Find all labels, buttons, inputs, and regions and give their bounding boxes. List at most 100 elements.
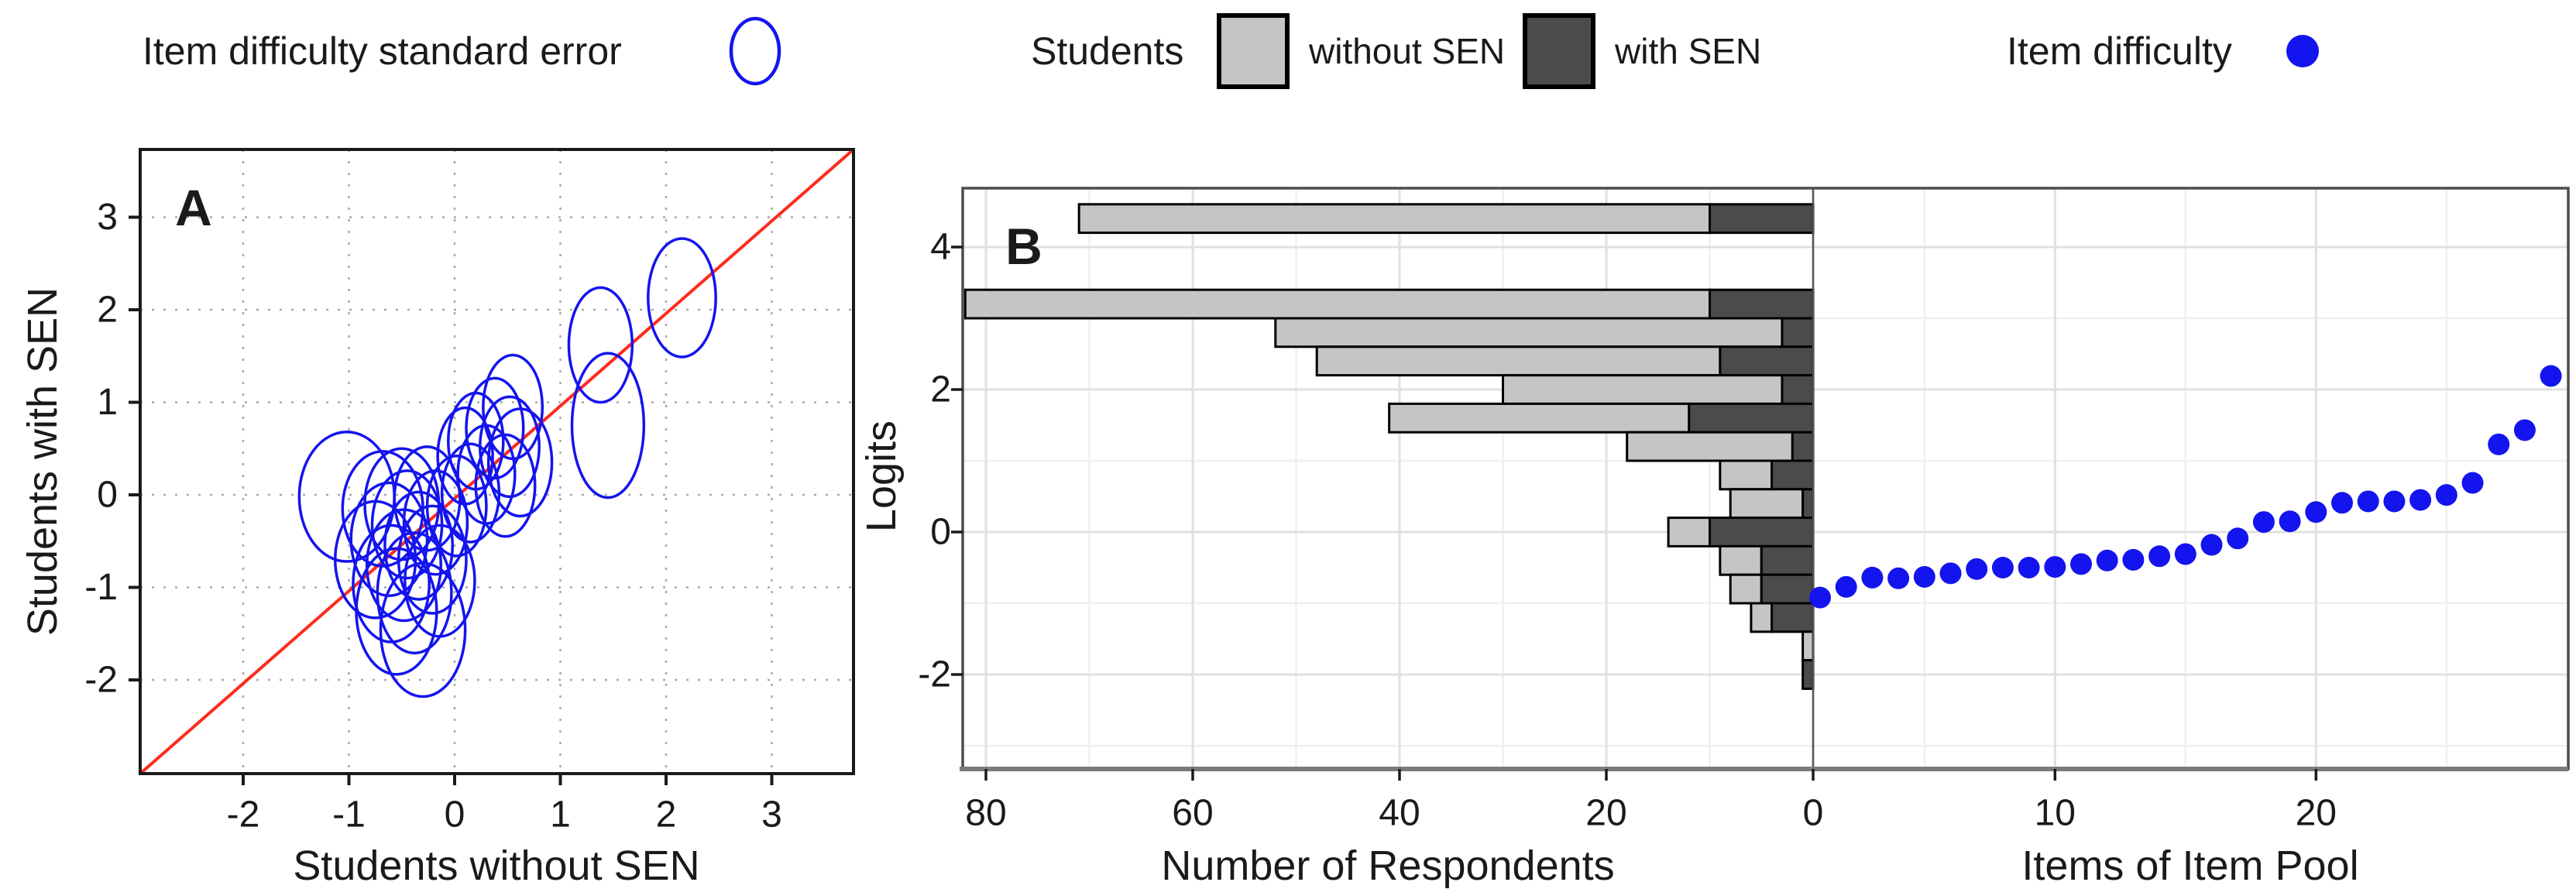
panel-b-left-x-axis-title: Number of Respondents [1161, 843, 1614, 889]
x-tick-label: 2 [656, 795, 677, 836]
bar-without-sen [1315, 345, 1722, 377]
bar-without-sen [1729, 488, 1805, 520]
bar-with-sen [1771, 459, 1815, 491]
bar-without-sen [1667, 517, 1712, 547]
legend-students-title: Students [1031, 29, 1183, 73]
item-se-ellipse [383, 490, 455, 601]
logits-tick-label: 2 [930, 369, 951, 410]
legend-without-sen-label: without SEN [1308, 31, 1505, 71]
ellipse-outline-icon [729, 16, 781, 86]
bar-with-sen [1760, 573, 1815, 605]
bar-with-sen [1760, 544, 1815, 576]
item-se-ellipse [397, 504, 468, 615]
respondents-tick-label: 60 [1172, 793, 1213, 834]
item-difficulty-dot [2227, 527, 2249, 550]
bar-without-sen [1626, 431, 1794, 462]
item-difficulty-dot [2513, 419, 2536, 441]
item-difficulty-dot [2461, 472, 2484, 494]
x-tick-label: 3 [761, 795, 782, 836]
legend-item-difficulty: Item difficulty [2007, 29, 2319, 73]
bar-with-sen [1719, 345, 1815, 377]
swatch-without-sen-icon [1217, 13, 1290, 89]
item-difficulty-dot [2070, 553, 2092, 575]
bar-with-sen [1781, 317, 1815, 348]
item-difficulty-dot [2331, 492, 2353, 514]
bar-without-sen [963, 288, 1712, 320]
item-difficulty-dot [2305, 501, 2327, 523]
item-difficulty-dot [2383, 490, 2406, 513]
item-se-ellipse [349, 481, 429, 598]
item-se-ellipse [334, 499, 417, 620]
y-tick-label: 2 [97, 290, 118, 331]
filled-dot-icon [2286, 35, 2319, 67]
bar-with-sen [1771, 602, 1815, 633]
logits-tick-label: -2 [918, 654, 951, 695]
x-tick-label: -2 [227, 795, 260, 836]
item-difficulty-dot [2096, 549, 2118, 572]
x-tick-label: 1 [550, 795, 571, 836]
item-se-ellipse [404, 523, 476, 638]
bar-without-sen [1502, 374, 1784, 405]
item-difficulty-dot [2488, 433, 2510, 455]
item-difficulty-dot [1991, 557, 2014, 578]
identity-line [139, 148, 855, 775]
logits-tick-label: 4 [930, 227, 951, 268]
bar-without-sen [1274, 317, 1784, 348]
x-tick-label: 0 [445, 795, 465, 836]
bar-with-sen [1781, 374, 1815, 405]
item-difficulty-dot [1939, 562, 1962, 585]
bar-with-sen [1801, 659, 1815, 690]
legend-item-difficulty-se-label: Item difficulty standard error [143, 29, 622, 73]
respondents-tick-label: 20 [1585, 793, 1626, 834]
item-se-ellipse [570, 352, 646, 499]
legend-item-difficulty-label: Item difficulty [2007, 29, 2232, 73]
item-se-ellipse [486, 407, 554, 518]
swatch-with-sen-icon [1523, 13, 1595, 89]
item-se-ellipse [402, 469, 469, 576]
y-tick-label: -1 [84, 567, 118, 608]
item-difficulty-dot [2279, 510, 2301, 533]
item-difficulty-dot [1966, 558, 1988, 580]
items-tick-label: 10 [2035, 793, 2076, 834]
panel-b-y-axis-title: Logits [858, 420, 905, 532]
legend-item-difficulty-se: Item difficulty standard error [143, 16, 781, 86]
item-difficulty-dot [1835, 575, 1857, 598]
respondents-tick-label: 0 [1803, 793, 1824, 834]
legend-with-sen-label: with SEN [1614, 31, 1761, 71]
logits-tick-label: 0 [930, 512, 951, 553]
item-difficulty-dot [2409, 489, 2432, 511]
y-tick-label: -2 [84, 660, 118, 701]
item-difficulty-dot [2357, 490, 2379, 513]
item-difficulty-dot [2148, 545, 2171, 568]
item-se-ellipse [376, 531, 453, 655]
item-difficulty-dot [1861, 566, 1884, 589]
legend-students: Students without SEN with SEN [1031, 13, 1761, 89]
panel-a-letter: A [175, 179, 212, 236]
bar-with-sen [1709, 288, 1815, 320]
item-se-ellipse [379, 561, 467, 698]
bar-without-sen [1801, 630, 1815, 662]
bar-with-sen [1791, 431, 1815, 462]
respondents-tick-label: 80 [965, 793, 1006, 834]
y-tick-label: 3 [97, 197, 118, 238]
panel-a-x-axis-title: Students without SEN [293, 843, 699, 889]
item-difficulty-dot [1887, 567, 1910, 589]
bar-without-sen [1077, 203, 1711, 235]
bar-without-sen [1719, 544, 1763, 576]
bar-without-sen [1719, 459, 1774, 491]
bar-with-sen [1688, 402, 1815, 434]
panel-a-y-axis-title: Students with SEN [19, 287, 66, 636]
y-tick-label: 1 [97, 382, 118, 423]
x-tick-label: -1 [332, 795, 366, 836]
panel-b-letter: B [1005, 218, 1042, 275]
bar-without-sen [1750, 602, 1774, 633]
item-difficulty-dot [1913, 565, 1935, 588]
respondents-tick-label: 40 [1379, 793, 1420, 834]
bar-without-sen [1729, 573, 1763, 605]
bar-with-sen [1801, 488, 1815, 520]
item-se-ellipse [474, 433, 537, 538]
bar-with-sen [1709, 203, 1815, 235]
